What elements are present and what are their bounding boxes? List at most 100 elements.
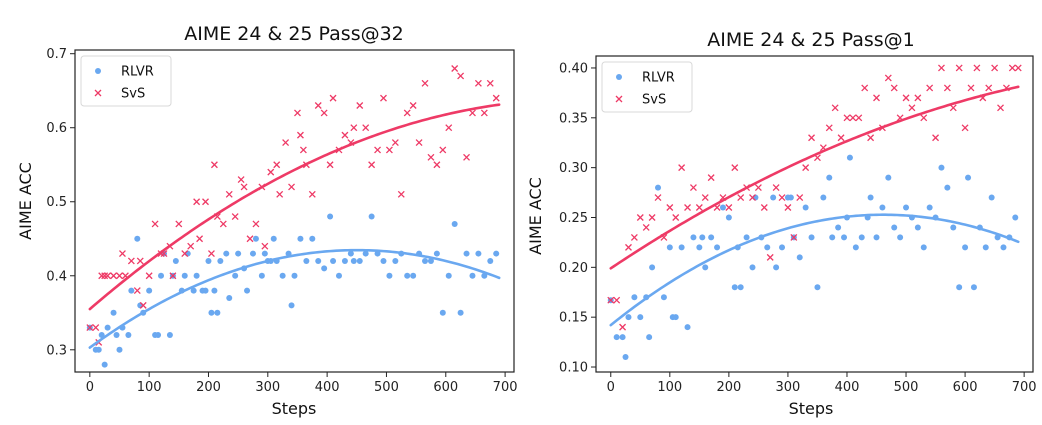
- svs-point: [973, 64, 981, 72]
- rlvr-point: [714, 244, 721, 251]
- rlvr-point: [469, 272, 476, 279]
- rlvr-point: [666, 244, 673, 251]
- svs-point: [480, 109, 488, 117]
- rlvr-point: [770, 194, 777, 201]
- rlvr-point: [146, 287, 153, 294]
- rlvr-point: [445, 272, 452, 279]
- rlvr-point: [475, 250, 482, 257]
- svs-point: [672, 214, 680, 221]
- chart-pass1: AIME 24 & 25 Pass@1 Steps AIME ACC 0 100 2…: [526, 29, 1037, 418]
- svs-point: [985, 84, 993, 92]
- svs-point: [314, 102, 322, 109]
- rlvr-point: [914, 224, 921, 231]
- rlvr-point: [655, 184, 662, 191]
- rlvr-point: [297, 235, 304, 242]
- svs-point: [873, 94, 880, 102]
- rlvr-point: [920, 244, 927, 251]
- rlvr-point: [439, 309, 446, 316]
- rlvr-point: [814, 284, 821, 291]
- rlvr-point: [427, 257, 434, 264]
- rlvr-point: [796, 254, 803, 261]
- x-tick-label: 100: [137, 380, 162, 395]
- rlvr-point: [457, 309, 464, 316]
- rlvr-point: [970, 284, 977, 291]
- rlvr-point: [125, 331, 132, 338]
- legend-box: [80, 55, 172, 107]
- svs-point: [231, 213, 239, 221]
- legend-box: [601, 61, 693, 113]
- x-tick-label: 600: [433, 380, 458, 395]
- rlvr-point: [327, 213, 334, 220]
- x-tick-label: 0: [607, 380, 615, 395]
- svs-point: [766, 253, 774, 261]
- svs-point: [790, 233, 798, 241]
- rlvr-point: [463, 250, 470, 257]
- svs-point: [695, 204, 703, 211]
- rlvr-point: [631, 294, 638, 301]
- rlvr-point: [166, 331, 173, 338]
- svs-point: [385, 146, 393, 154]
- svs-point: [808, 134, 816, 142]
- svs-point: [920, 114, 928, 122]
- rlvr-point: [368, 213, 375, 220]
- rlvr-point: [116, 346, 123, 353]
- rlvr-point: [214, 309, 221, 316]
- rlvr-point: [380, 257, 387, 264]
- svs-point: [341, 131, 349, 139]
- rlvr-point: [158, 272, 165, 279]
- rlvr-point: [826, 174, 833, 181]
- y-tick-label: 0.4: [46, 269, 67, 284]
- svs-point: [350, 124, 358, 132]
- svs-point: [849, 114, 857, 122]
- rlvr-point: [202, 287, 209, 294]
- rlvr-point: [261, 250, 268, 257]
- svs-point: [207, 250, 215, 258]
- svs-point: [403, 109, 411, 117]
- rlvr-point: [270, 235, 277, 242]
- x-axis-label: Steps: [789, 399, 834, 418]
- trend-line: [609, 213, 1020, 327]
- rlvr-point: [235, 250, 242, 257]
- plot-frame: [595, 55, 1034, 373]
- svs-point: [439, 146, 447, 154]
- rlvr-point: [330, 257, 337, 264]
- rlvr-point: [773, 264, 780, 271]
- svs-point: [778, 194, 786, 202]
- rlvr-point: [678, 244, 685, 251]
- svs-point: [678, 164, 686, 172]
- plot-area: 0 100 200 300 400 500 600 700 0.3 0.4 0.5 0.6 0.7 RLV…: [46, 47, 517, 395]
- svs-point: [104, 272, 112, 280]
- svs-point: [619, 323, 627, 331]
- svs-point: [118, 250, 126, 258]
- rlvr-point: [101, 361, 108, 368]
- svs-point: [463, 153, 471, 161]
- rlvr-point: [852, 244, 859, 251]
- y-axis-label: AIME ACC: [16, 162, 35, 240]
- svs-point: [648, 214, 656, 221]
- rlvr-point: [258, 272, 265, 279]
- svs-point: [890, 84, 898, 92]
- svs-point: [181, 250, 189, 258]
- rlvr-point: [926, 204, 933, 211]
- svs-point: [240, 183, 248, 191]
- rlvr-point: [867, 194, 874, 201]
- svs-point: [252, 220, 260, 228]
- plot-area: 0 100 200 300 400 500 600 700 0.10 0.15 0.20 0.25 0.…: [559, 55, 1037, 395]
- rlvr-point: [787, 194, 794, 201]
- svs-point: [202, 198, 209, 206]
- svs-point: [955, 64, 963, 72]
- rlvr-point: [303, 257, 310, 264]
- y-tick-label: 0.5: [46, 195, 67, 210]
- rlvr-point: [988, 194, 995, 201]
- rlvr-point: [858, 234, 865, 241]
- svs-point: [642, 223, 650, 231]
- svs-point: [784, 204, 792, 211]
- rlvr-point: [737, 284, 744, 291]
- rlvr-point: [903, 204, 910, 211]
- svs-point: [110, 272, 118, 280]
- rlvr-point: [113, 331, 120, 338]
- svs-point: [133, 287, 141, 295]
- svs-point: [666, 204, 674, 211]
- svs-point: [391, 139, 399, 146]
